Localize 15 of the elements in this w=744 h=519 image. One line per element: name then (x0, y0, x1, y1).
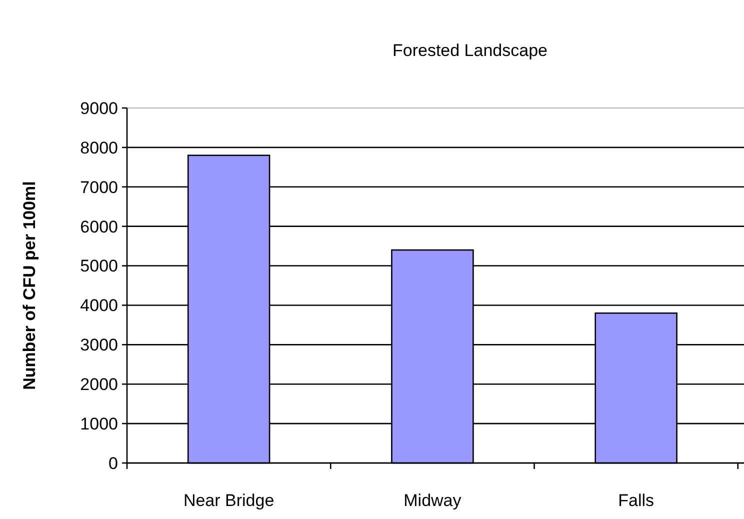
y-tick-label: 2000 (80, 375, 118, 394)
y-tick-label: 5000 (80, 256, 118, 276)
y-tick-label: 1000 (80, 414, 118, 434)
x-tick-label: Midway (404, 491, 462, 510)
y-tick-label: 9000 (80, 98, 118, 118)
x-tick-label: Near Bridge (183, 491, 274, 510)
y-tick-label: 3000 (80, 336, 118, 355)
y-tick-label: 7000 (80, 178, 118, 197)
y-tick-label: 8000 (80, 138, 118, 158)
x-tick-label: Falls (618, 491, 654, 510)
y-tick-label: 0 (108, 454, 118, 473)
y-axis-title: Number of CFU per 100ml (20, 181, 39, 390)
y-tick-label: 6000 (80, 217, 118, 236)
chart-title: Forested Landscape (392, 41, 548, 60)
y-tick-label: 4000 (80, 296, 118, 316)
